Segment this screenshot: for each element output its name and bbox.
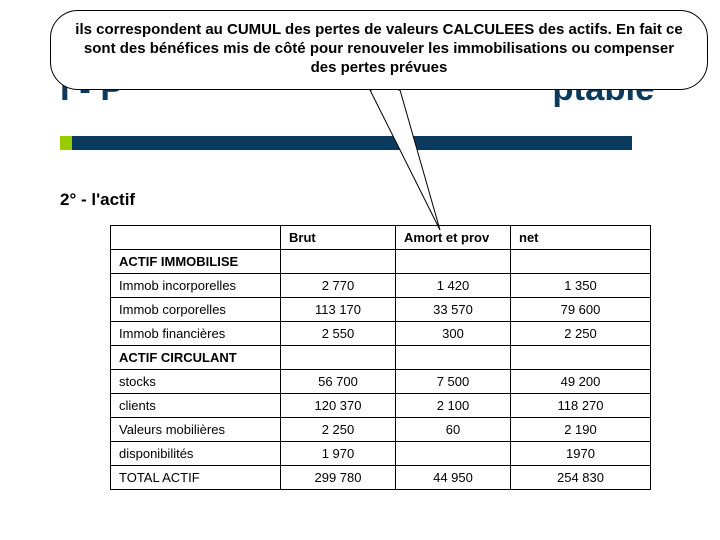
cell-net: 2 190	[511, 418, 651, 442]
cell-amort: 2 100	[396, 394, 511, 418]
cell-brut: 299 780	[281, 466, 396, 490]
cell-brut: 113 170	[281, 298, 396, 322]
callout-bubble: ils correspondent au CUMUL des pertes de…	[50, 10, 708, 90]
table-row: stocks 56 700 7 500 49 200	[111, 370, 651, 394]
cell-amort	[396, 442, 511, 466]
section-subhead: 2° - l'actif	[60, 190, 135, 210]
cell-net: 49 200	[511, 370, 651, 394]
cell-net: 1 350	[511, 274, 651, 298]
cell-amort: 1 420	[396, 274, 511, 298]
row-label: Immob financières	[111, 322, 281, 346]
title-divider	[60, 136, 632, 150]
row-label: clients	[111, 394, 281, 418]
cell-net: 79 600	[511, 298, 651, 322]
table-row: clients 120 370 2 100 118 270	[111, 394, 651, 418]
cell-amort: 7 500	[396, 370, 511, 394]
table-total-row: TOTAL ACTIF 299 780 44 950 254 830	[111, 466, 651, 490]
cell-brut: 2 770	[281, 274, 396, 298]
row-label: Valeurs mobilières	[111, 418, 281, 442]
cell-brut: 1 970	[281, 442, 396, 466]
cell-brut: 56 700	[281, 370, 396, 394]
row-label: Immob incorporelles	[111, 274, 281, 298]
table-row: Immob corporelles 113 170 33 570 79 600	[111, 298, 651, 322]
row-label: stocks	[111, 370, 281, 394]
row-label: Immob corporelles	[111, 298, 281, 322]
cell-net: 2 250	[511, 322, 651, 346]
cell-brut: 120 370	[281, 394, 396, 418]
cell-brut: 2 250	[281, 418, 396, 442]
table-row: disponibilités 1 970 1970	[111, 442, 651, 466]
section-header-row: ACTIF IMMOBILISE	[111, 250, 651, 274]
table-row: Valeurs mobilières 2 250 60 2 190	[111, 418, 651, 442]
cell-amort: 300	[396, 322, 511, 346]
cell-net: 118 270	[511, 394, 651, 418]
section-header: ACTIF CIRCULANT	[111, 346, 281, 370]
col-header-empty	[111, 226, 281, 250]
table-row: Immob incorporelles 2 770 1 420 1 350	[111, 274, 651, 298]
cell-amort: 33 570	[396, 298, 511, 322]
row-label: disponibilités	[111, 442, 281, 466]
row-label: TOTAL ACTIF	[111, 466, 281, 490]
cell-amort: 44 950	[396, 466, 511, 490]
cell-brut: 2 550	[281, 322, 396, 346]
section-header-row: ACTIF CIRCULANT	[111, 346, 651, 370]
section-header: ACTIF IMMOBILISE	[111, 250, 281, 274]
cell-amort: 60	[396, 418, 511, 442]
table-row: Immob financières 2 550 300 2 250	[111, 322, 651, 346]
cell-net: 1970	[511, 442, 651, 466]
cell-net: 254 830	[511, 466, 651, 490]
col-header-net: net	[511, 226, 651, 250]
actif-table: Brut Amort et prov net ACTIF IMMOBILISE …	[110, 225, 651, 490]
